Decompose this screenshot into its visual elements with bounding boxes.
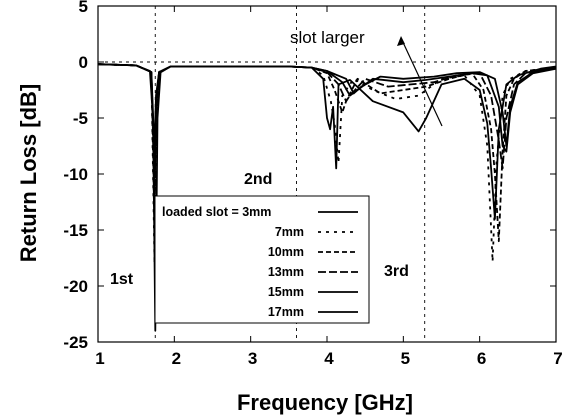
x-axis-title: Frequency [GHz] <box>237 390 413 415</box>
y-tick-label: 0 <box>79 53 88 72</box>
x-tick-label: 5 <box>401 349 410 368</box>
legend-label-5: 15mm <box>268 285 304 299</box>
legend-label-3: 10mm <box>268 245 304 259</box>
legend-label-4: 13mm <box>268 265 304 279</box>
x-tick-label: 4 <box>324 349 334 368</box>
legend-label-2: 7mm <box>275 225 304 239</box>
x-tick-label: 1 <box>95 349 104 368</box>
x-tick-label: 3 <box>248 349 257 368</box>
x-tick-label: 7 <box>553 349 562 368</box>
annotation-1st: 1st <box>110 271 134 288</box>
y-tick-label: 5 <box>79 0 88 16</box>
y-tick-label: -5 <box>73 109 88 128</box>
y-tick-label: -10 <box>63 165 88 184</box>
legend: loaded slot = 3mm 7mm 10mm 13mm 15mm 17mm <box>154 195 370 324</box>
y-tick-label: -15 <box>63 221 88 240</box>
series-line-1 <box>97 63 557 332</box>
y-axis-title: Return Loss [dB] <box>16 84 41 262</box>
series-layer <box>97 63 557 332</box>
annotation-slot-larger: slot larger <box>290 28 365 47</box>
series-line-6 <box>97 63 557 153</box>
annotation-3rd: 3rd <box>384 263 409 280</box>
y-tick-label: -25 <box>63 333 88 352</box>
legend-box <box>154 195 370 324</box>
y-tick-label: -20 <box>63 277 88 296</box>
x-tick-label: 2 <box>172 349 181 368</box>
x-tick-label: 6 <box>477 349 486 368</box>
annotation-2nd: 2nd <box>244 171 272 188</box>
legend-label-1: loaded slot = 3mm <box>162 205 271 219</box>
legend-label-6: 17mm <box>268 305 304 319</box>
trend-arrow <box>397 36 443 127</box>
ticks-layer: 1 2 3 4 5 6 7 5 0 -5 -10 -15 -20 -25 <box>63 0 562 368</box>
